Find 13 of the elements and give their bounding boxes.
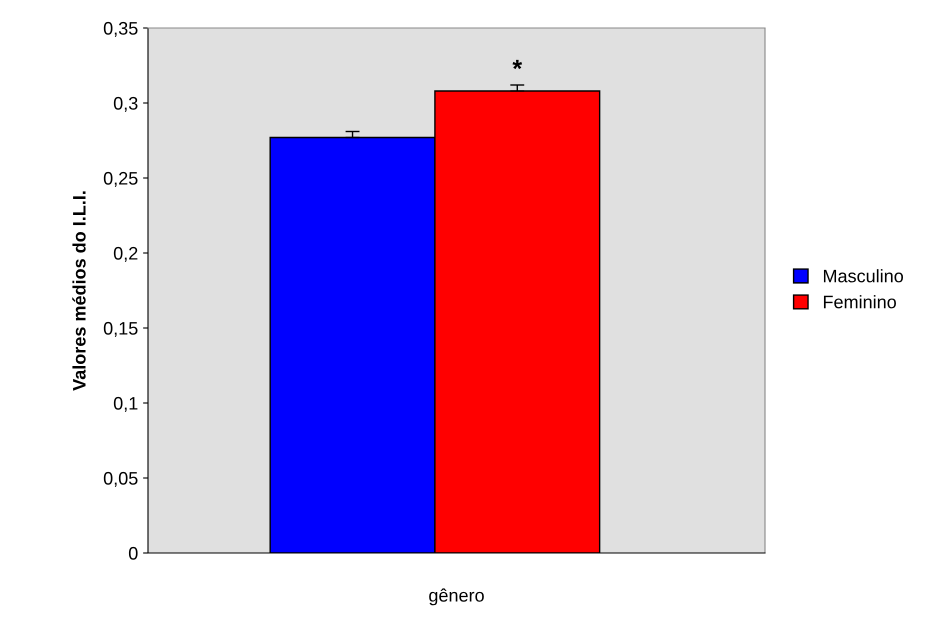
y-tick-label: 0,05 [104,472,138,487]
y-axis-title: Valores médios do I.L.I. [72,191,86,391]
x-axis-title: gênero [429,588,484,606]
y-tick-label: 0 [128,546,138,560]
y-tick-label: 0,2 [114,246,138,262]
y-tick-label: 0,3 [114,96,138,112]
legend-label: Masculino [824,269,904,282]
y-tick-label: 0,15 [104,322,138,337]
y-tick-label: 0,35 [104,22,138,37]
y-tick-label: 0,25 [104,172,138,187]
legend-label: Feminino [824,295,896,308]
y-tick-label: 0,1 [114,396,138,412]
annotation: * [512,60,522,70]
